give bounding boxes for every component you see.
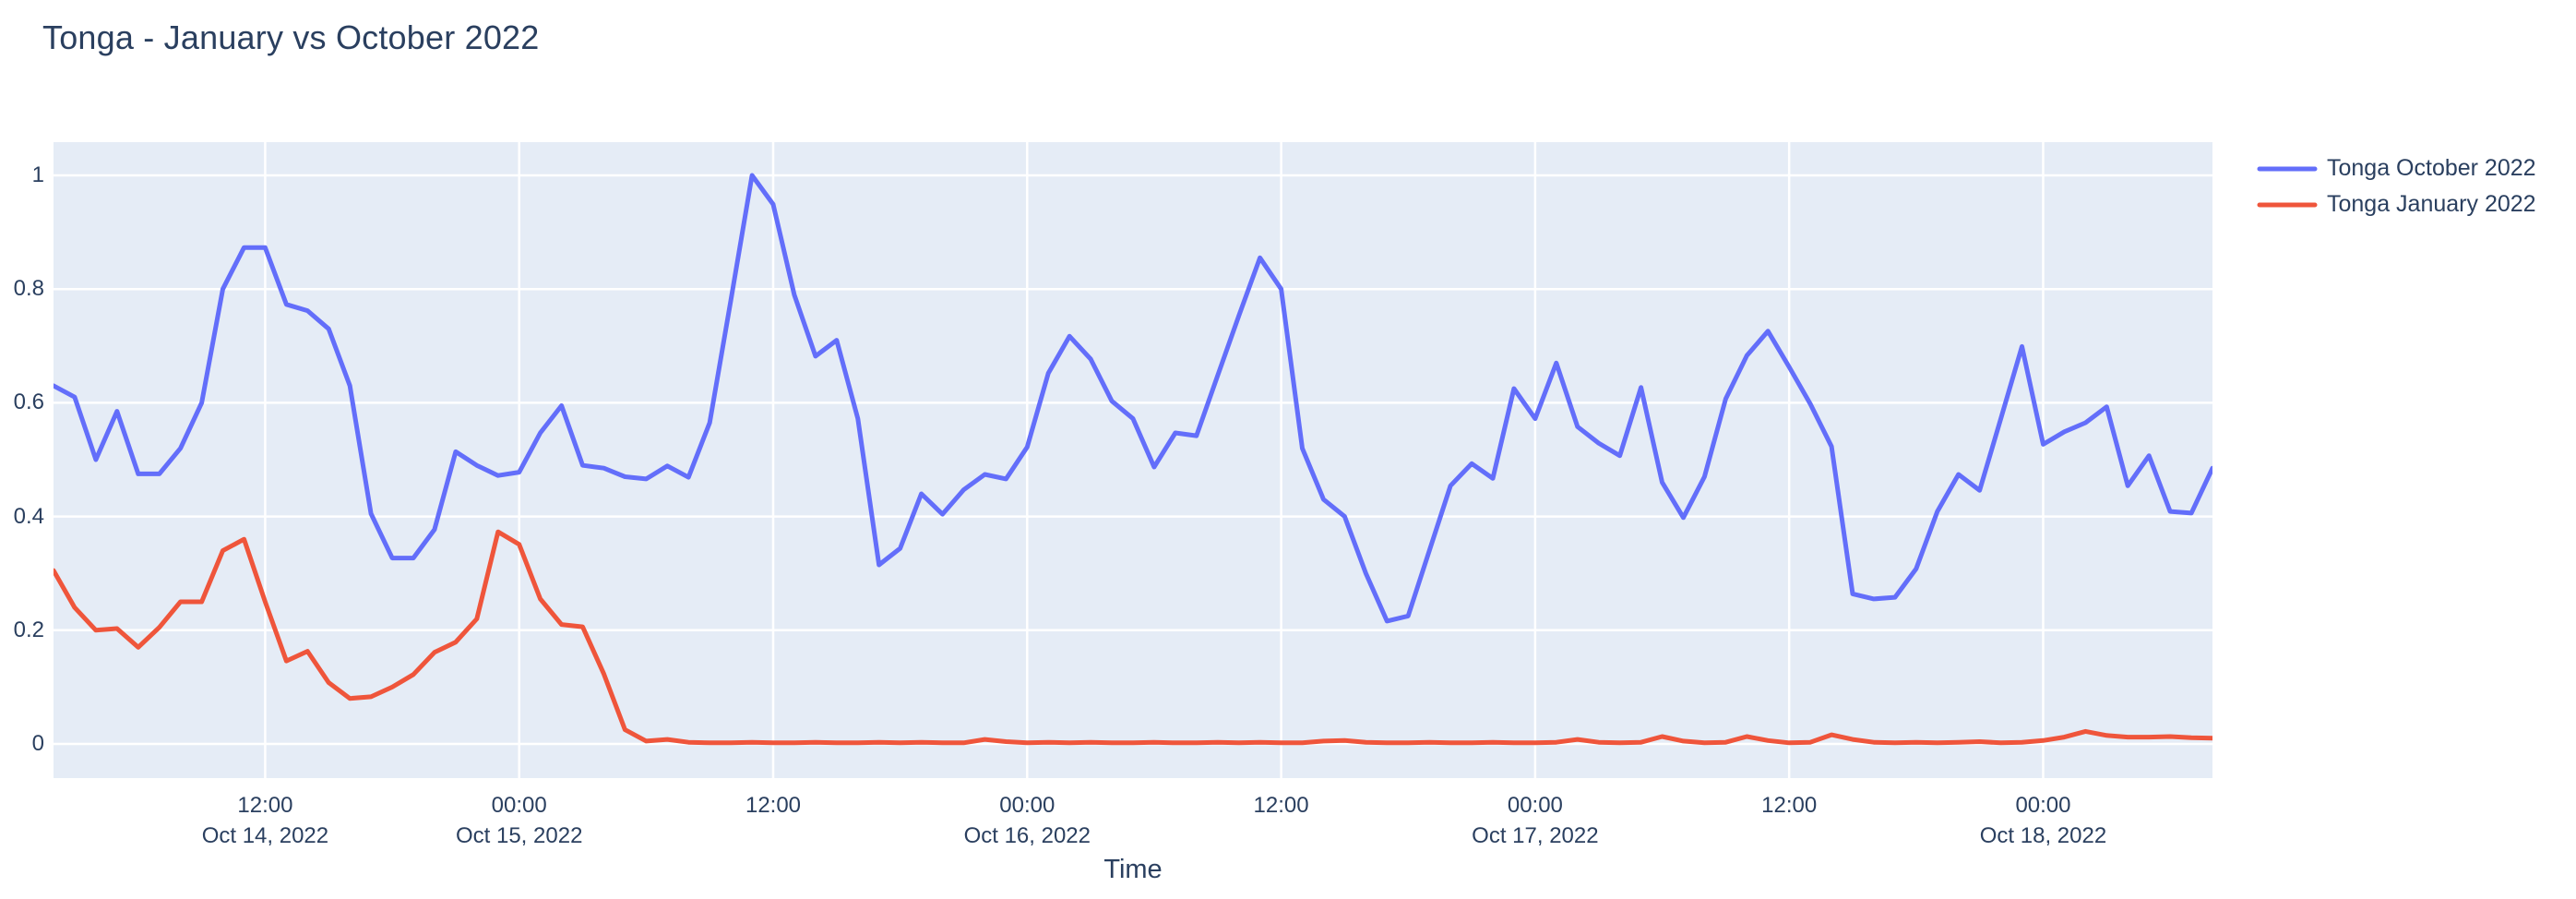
plot-canvas[interactable] [54, 142, 2212, 778]
x-tick-label: 00:00 Oct 15, 2022 [418, 790, 621, 851]
x-tick-label: 00:00 Oct 16, 2022 [925, 790, 1128, 851]
y-tick-label: 0.4 [13, 503, 44, 529]
x-tick-time: 12:00 [745, 793, 802, 818]
x-tick-time: 00:00 [2015, 793, 2071, 818]
x-tick-time: 00:00 [999, 793, 1055, 818]
x-tick-time: 00:00 [1507, 793, 1563, 818]
x-tick-label: 00:00 Oct 17, 2022 [1434, 790, 1637, 851]
x-tick-label: 12:00 [1688, 790, 1890, 821]
x-tick-date: Oct 18, 2022 [1979, 823, 2107, 848]
x-tick-time: 12:00 [1253, 793, 1309, 818]
x-tick-time: 12:00 [237, 793, 293, 818]
x-tick-date: Oct 15, 2022 [455, 823, 583, 848]
legend-label: Tonga October 2022 [2327, 155, 2536, 181]
legend-item-tonga-january-2022[interactable]: Tonga January 2022 [2257, 186, 2536, 222]
x-tick-label: 12:00 [672, 790, 875, 821]
chart-title: Tonga - January vs October 2022 [42, 18, 540, 56]
legend-swatch-line-icon [2257, 202, 2318, 207]
x-axis-title: Time [1103, 855, 1163, 884]
y-tick-label: 0.8 [13, 276, 44, 302]
x-tick-label: 12:00 [1180, 790, 1383, 821]
y-tick-label: 0 [31, 731, 44, 756]
series-line-0[interactable] [54, 173, 2212, 624]
x-tick-date: Oct 14, 2022 [201, 823, 329, 848]
x-tick-time: 00:00 [491, 793, 547, 818]
x-tick-label: 12:00 Oct 14, 2022 [163, 790, 366, 851]
legend-swatch-line-icon [2257, 166, 2318, 171]
x-tick-date: Oct 17, 2022 [1472, 823, 1599, 848]
plot-area[interactable] [54, 142, 2212, 778]
x-tick-date: Oct 16, 2022 [963, 823, 1091, 848]
legend: Tonga October 2022 Tonga January 2022 [2257, 150, 2536, 222]
x-tick-label: 00:00 Oct 18, 2022 [1941, 790, 2144, 851]
series-line-1[interactable] [54, 529, 2212, 746]
y-tick-label: 0.6 [13, 390, 44, 415]
x-tick-time: 12:00 [1761, 793, 1818, 818]
legend-label: Tonga January 2022 [2327, 191, 2536, 217]
y-tick-label: 1 [31, 162, 44, 187]
y-tick-label: 0.2 [13, 617, 44, 642]
legend-item-tonga-october-2022[interactable]: Tonga October 2022 [2257, 150, 2536, 186]
plot-background [54, 142, 2212, 778]
